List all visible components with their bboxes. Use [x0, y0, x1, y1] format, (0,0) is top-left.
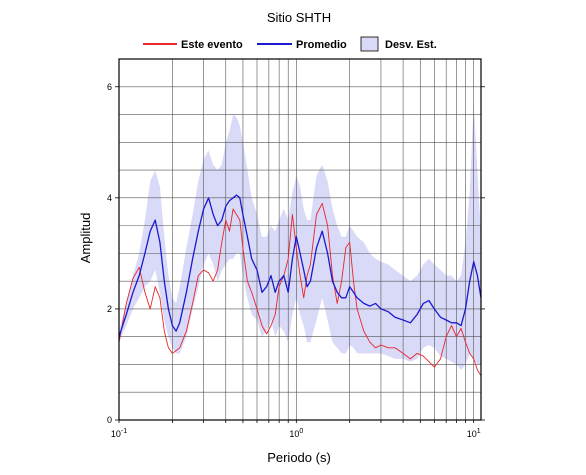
plot-area: 10-1 100 101 0 2 4 6	[107, 58, 485, 439]
series-line-evento	[118, 202, 482, 376]
chart-title: Sitio SHTH	[267, 10, 331, 25]
series-line-promedio	[118, 194, 482, 337]
plot-frame	[118, 58, 482, 421]
y-tick-label: 6	[107, 82, 112, 92]
y-tick-label: 4	[107, 193, 112, 203]
legend-label-evento: Este evento	[181, 39, 243, 51]
y-tick-label: 2	[107, 304, 112, 314]
std-dev-band	[119, 103, 481, 371]
x-axis-label: Periodo (s)	[267, 450, 331, 465]
y-axis-label: Amplitud	[78, 213, 93, 264]
x-tick-label: 100	[289, 428, 303, 439]
x-tick-label: 10-1	[111, 428, 127, 439]
legend: Este evento Promedio Desv. Est.	[143, 36, 437, 52]
legend-label-promedio: Promedio	[296, 39, 347, 51]
legend-swatch-desv	[360, 36, 379, 52]
x-tick-label: 101	[467, 428, 481, 439]
legend-label-desv: Desv. Est.	[385, 39, 437, 51]
y-tick-label: 0	[107, 415, 112, 425]
